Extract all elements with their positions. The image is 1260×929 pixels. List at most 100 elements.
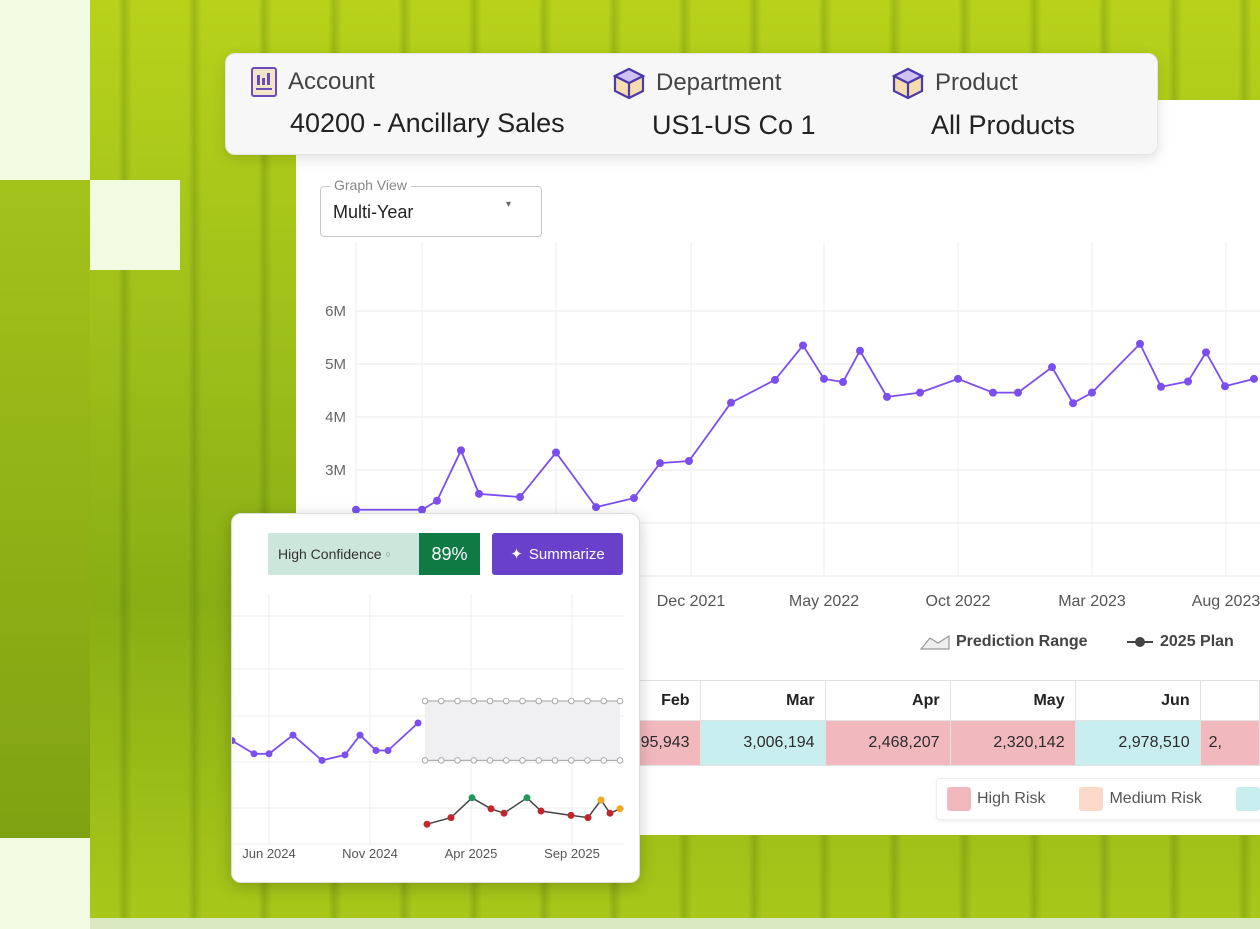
prediction-range-band: [425, 701, 620, 761]
plan-point: [523, 794, 531, 802]
data-point: [516, 493, 524, 502]
account-filter[interactable]: Account 40200 - Ancillary Sales: [250, 66, 565, 139]
actual-point: [265, 750, 273, 758]
info-icon: ○: [385, 549, 391, 559]
line-marker-icon: [1127, 637, 1153, 647]
data-point: [727, 398, 735, 407]
prediction-marker: [584, 697, 591, 705]
prediction-marker: [567, 697, 575, 705]
legend-prediction-label: Prediction Range: [956, 633, 1088, 650]
prediction-marker: [486, 697, 494, 705]
series-line: [356, 342, 1255, 511]
data-point: [1048, 363, 1056, 372]
table-cell: 2,320,142: [949, 720, 1076, 766]
legend-high-risk[interactable]: High Risk: [947, 787, 1045, 811]
graph-view-select[interactable]: Graph View Multi-Year ▾: [320, 177, 542, 237]
confidence-percent: 89%: [419, 533, 480, 575]
prediction-marker: [567, 757, 575, 764]
data-point: [1157, 382, 1165, 391]
table-cell: 2,978,510: [1074, 720, 1201, 766]
plan-point: [537, 807, 545, 815]
ledger-icon: [251, 67, 277, 97]
plan-point: [584, 814, 592, 822]
prediction-marker: [584, 757, 591, 764]
x-tick-label: Oct 2022: [926, 593, 991, 610]
prediction-marker: [535, 697, 543, 705]
data-point: [1221, 382, 1229, 391]
data-point: [1184, 377, 1192, 386]
month-header: Jun: [1074, 680, 1201, 721]
plan-point: [616, 805, 624, 813]
low-risk-swatch: [1235, 787, 1260, 811]
prediction-marker: [600, 757, 608, 764]
actual-point: [318, 756, 326, 764]
month-header: [1199, 680, 1260, 721]
data-point: [989, 388, 997, 397]
plan-point: [597, 796, 605, 804]
x-tick-label: Sep 2025: [544, 846, 600, 861]
prediction-marker: [437, 757, 445, 764]
x-tick-label: Jun 2024: [242, 846, 296, 861]
prediction-marker: [421, 697, 429, 705]
caret-down-icon: ▾: [505, 199, 511, 210]
prediction-marker: [454, 697, 461, 705]
forecast-panel: Graph View Multi-Year ▾ 6M5M4M3M2MDec 20…: [296, 100, 1260, 835]
data-point: [685, 456, 693, 465]
product-value: All Products: [931, 110, 1076, 140]
data-point: [771, 375, 779, 384]
background-texture-left: [0, 180, 90, 840]
decor-square: [0, 838, 90, 929]
data-point: [630, 494, 638, 503]
data-point: [475, 489, 483, 498]
actual-point: [341, 751, 349, 759]
data-point: [656, 459, 664, 468]
prediction-marker: [600, 697, 608, 705]
prediction-marker: [616, 757, 624, 764]
confidence-badge[interactable]: High Confidence ○: [268, 533, 419, 575]
summarize-button[interactable]: ✦ Summarize: [492, 533, 623, 575]
cube-icon: [612, 67, 646, 100]
x-tick-label: May 2022: [789, 593, 859, 610]
y-tick-label: 6M: [325, 303, 346, 320]
plan-point: [500, 809, 508, 817]
cube-icon: [891, 67, 925, 100]
x-tick-label: Dec 2021: [657, 593, 726, 610]
forecast-mini-chart: Jun 2024 Nov 2024 Apr 2025 Sep 2025: [232, 594, 624, 861]
data-point: [1202, 348, 1210, 357]
data-point: [799, 341, 807, 350]
table-cell: 2,: [1199, 720, 1260, 766]
data-point: [433, 496, 441, 505]
graph-view-value: Multi-Year: [333, 202, 414, 222]
legend-medium-risk[interactable]: Medium Risk: [1079, 787, 1202, 811]
month-header: May: [949, 680, 1076, 721]
data-point: [457, 446, 465, 455]
legend-plan[interactable]: 2025 Plan: [1126, 633, 1234, 651]
plan-point: [468, 794, 476, 802]
data-point: [592, 503, 600, 512]
prediction-marker: [616, 697, 624, 705]
data-point: [1069, 399, 1077, 408]
data-point: [1088, 388, 1096, 397]
y-tick-label: 5M: [325, 356, 346, 373]
table-cell: 2,468,207: [824, 720, 951, 766]
graph-view-label: Graph View: [330, 177, 411, 193]
department-filter[interactable]: Department US1-US Co 1: [612, 66, 816, 141]
product-filter[interactable]: Product All Products: [891, 66, 1075, 141]
data-point: [418, 505, 426, 514]
legend-plan-label: 2025 Plan: [1160, 633, 1234, 650]
plan-point: [423, 820, 431, 828]
legend-low-risk[interactable]: [1235, 787, 1260, 811]
actual-point: [384, 747, 392, 754]
high-risk-swatch: [947, 787, 971, 811]
prediction-marker: [470, 697, 478, 705]
confidence-label: High Confidence: [278, 546, 382, 562]
data-point: [883, 392, 891, 401]
actual-point: [356, 731, 364, 739]
legend-prediction-range[interactable]: Prediction Range: [920, 633, 1088, 651]
high-risk-label: High Risk: [977, 790, 1046, 807]
confidence-card: High Confidence ○ 89% ✦ Summarize Jun 20…: [231, 513, 640, 883]
plan-point: [567, 811, 575, 819]
actual-point: [250, 750, 258, 758]
actual-point: [372, 747, 380, 754]
prediction-marker: [551, 757, 559, 764]
